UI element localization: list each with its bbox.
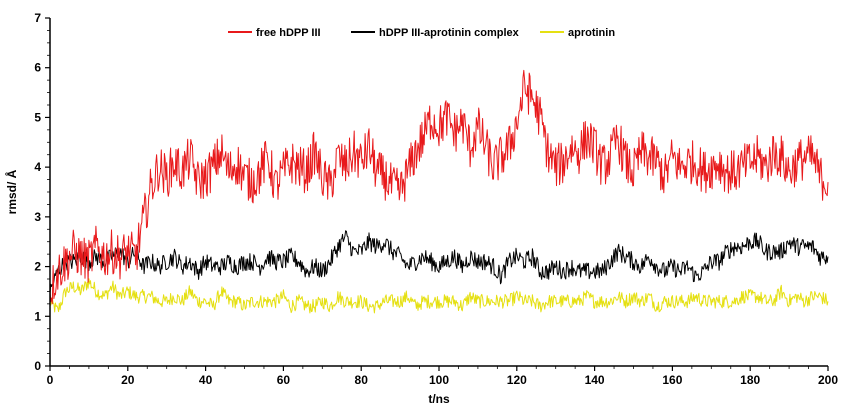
legend-label-free-hdpp: free hDPP III xyxy=(256,27,321,39)
x-tick-label: 40 xyxy=(199,373,213,387)
legend-item-complex: hDPP III-aprotinin complex xyxy=(351,27,520,39)
legend-label-aprotinin: aprotinin xyxy=(568,27,615,39)
y-tick-label: 0 xyxy=(34,359,41,373)
x-axis-title: t/ns xyxy=(428,392,450,406)
series-layer xyxy=(49,69,829,314)
x-tick-label: 200 xyxy=(818,373,838,387)
x-tick-label: 60 xyxy=(277,373,291,387)
legend: free hDPP III hDPP III-aprotinin complex… xyxy=(228,27,615,39)
axes-layer: 0 1 2 3 4 5 6 7 0 20 40 60 80 100 120 140 160 180 200 xyxy=(34,11,838,387)
x-tick-label: 100 xyxy=(429,373,449,387)
series-line xyxy=(49,69,829,305)
x-tick-label: 0 xyxy=(47,373,54,387)
x-tick-label: 140 xyxy=(585,373,605,387)
x-tick-label: 20 xyxy=(121,373,135,387)
y-tick-label: 6 xyxy=(34,61,41,75)
x-tick-label: 160 xyxy=(662,373,682,387)
series-line xyxy=(49,278,829,314)
x-tick-label: 180 xyxy=(740,373,760,387)
y-axis-title: rmsd/ Å xyxy=(4,169,19,214)
legend-label-complex: hDPP III-aprotinin complex xyxy=(379,27,520,39)
y-tick-label: 4 xyxy=(34,160,41,174)
x-tick-label: 80 xyxy=(355,373,369,387)
y-tick-label: 1 xyxy=(34,309,41,323)
legend-item-free-hdpp: free hDPP III xyxy=(228,27,321,39)
y-tick-label: 3 xyxy=(34,210,41,224)
x-tick-label: 120 xyxy=(507,373,527,387)
ticks-layer: 0 1 2 3 4 5 6 7 0 20 40 60 80 100 120 140 160 180 200 xyxy=(34,11,838,387)
series-line xyxy=(49,230,829,294)
y-tick-label: 2 xyxy=(34,260,41,274)
y-tick-label: 5 xyxy=(34,110,41,124)
legend-item-aprotinin: aprotinin xyxy=(540,27,615,39)
y-tick-label: 7 xyxy=(34,11,41,25)
